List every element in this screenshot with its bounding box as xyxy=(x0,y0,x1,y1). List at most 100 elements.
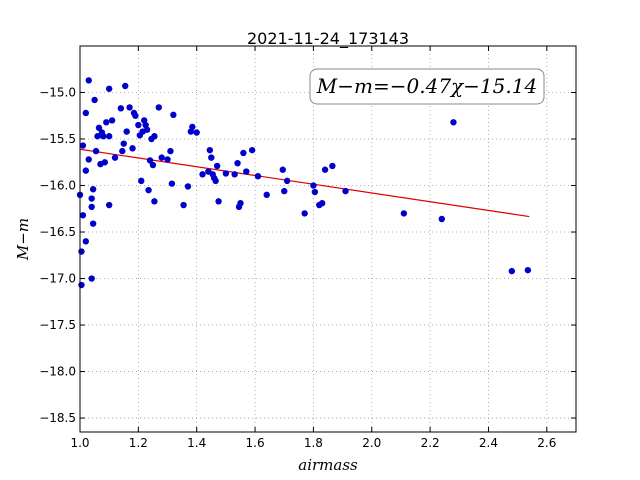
data-point xyxy=(321,166,329,173)
data-point xyxy=(208,154,215,161)
fit-annotation-box: M−m=−0.47χ−15.14 xyxy=(309,68,545,105)
x-tick-label: 1.6 xyxy=(246,436,265,450)
data-point xyxy=(243,168,250,175)
data-point xyxy=(234,159,241,167)
y-axis-label: M−m xyxy=(14,218,32,261)
y-tick-label: −16.5 xyxy=(39,225,76,239)
data-point xyxy=(143,126,151,133)
x-tick-label: 2.0 xyxy=(362,436,381,450)
data-point xyxy=(215,198,222,205)
data-point xyxy=(95,124,103,132)
data-point xyxy=(126,104,133,111)
data-point xyxy=(281,187,288,195)
data-point xyxy=(103,119,110,126)
y-tick-label: −15.0 xyxy=(39,86,76,100)
data-point xyxy=(342,187,349,195)
data-point xyxy=(167,147,174,155)
fit-line xyxy=(79,148,530,218)
data-point xyxy=(78,248,85,255)
x-tick-label: 2.6 xyxy=(537,436,556,450)
data-point xyxy=(129,145,136,152)
data-point xyxy=(151,198,158,205)
data-point xyxy=(213,162,221,170)
data-point xyxy=(155,104,162,111)
data-point xyxy=(82,109,90,117)
data-point xyxy=(240,149,247,157)
data-point xyxy=(438,215,445,223)
data-point xyxy=(189,123,196,131)
data-point xyxy=(164,156,171,163)
data-point xyxy=(117,105,125,112)
x-tick-label: 2.4 xyxy=(479,436,498,450)
data-point xyxy=(184,183,192,190)
fit-line-group xyxy=(79,148,530,218)
data-point xyxy=(158,154,165,161)
data-points xyxy=(76,77,532,289)
data-point xyxy=(301,210,308,217)
y-tick-label: −16.0 xyxy=(39,179,76,193)
data-point xyxy=(135,121,142,129)
x-tick-label: 1.0 xyxy=(70,436,89,450)
data-point xyxy=(237,199,244,207)
y-tick-labels: −15.0 −15.5 −16.0 −16.5 −17.0 −17.5 −18.0 −18.5 xyxy=(39,86,76,426)
data-point xyxy=(79,142,87,149)
data-point xyxy=(108,117,116,124)
data-point xyxy=(94,133,101,140)
data-point xyxy=(206,146,214,154)
y-tick-label: −18.0 xyxy=(39,365,76,379)
data-point xyxy=(400,210,408,217)
data-point xyxy=(263,191,270,199)
x-tick-label: 1.4 xyxy=(187,436,206,450)
data-point xyxy=(88,195,95,202)
x-tick-labels: 1.0 1.2 1.4 1.6 1.8 2.0 2.2 2.4 2.6 xyxy=(70,436,556,450)
data-point xyxy=(89,186,97,193)
chart-title: 2021-11-24_173143 xyxy=(247,29,409,49)
x-tick-label: 2.2 xyxy=(421,436,440,450)
data-point xyxy=(151,133,158,140)
data-point xyxy=(279,166,286,173)
data-point xyxy=(82,238,90,245)
data-point xyxy=(85,77,92,84)
data-point xyxy=(168,180,176,187)
data-point xyxy=(79,212,87,219)
data-point xyxy=(254,173,262,180)
data-point xyxy=(231,171,238,178)
data-point xyxy=(248,146,256,154)
x-tick-label: 1.8 xyxy=(304,436,323,450)
data-point xyxy=(170,111,177,119)
annotation-frame xyxy=(309,68,545,105)
x-axis-label: airmass xyxy=(298,456,358,474)
data-point xyxy=(145,186,152,194)
data-point xyxy=(132,112,139,119)
data-point xyxy=(222,170,230,177)
data-point xyxy=(524,266,532,274)
fit-equation: M−m=−0.47χ−15.14 xyxy=(316,74,537,98)
data-point xyxy=(283,177,291,185)
data-point xyxy=(91,96,98,104)
data-point xyxy=(122,82,129,90)
data-point xyxy=(100,133,107,140)
data-point xyxy=(111,154,119,161)
data-point xyxy=(89,220,97,227)
y-tick-label: −18.5 xyxy=(39,411,76,425)
plot-area-frame xyxy=(79,45,577,433)
data-point xyxy=(105,201,113,209)
data-point xyxy=(149,161,157,169)
data-point xyxy=(105,85,113,92)
data-point xyxy=(123,128,130,135)
axis-ticks xyxy=(79,46,576,432)
data-point xyxy=(88,275,95,282)
y-tick-label: −17.0 xyxy=(39,272,76,286)
data-point xyxy=(120,140,127,147)
data-point xyxy=(78,281,85,289)
data-point xyxy=(105,133,113,140)
data-point xyxy=(92,147,100,155)
data-point xyxy=(311,188,319,196)
data-point xyxy=(82,167,90,174)
data-point xyxy=(85,156,92,163)
x-tick-label: 1.2 xyxy=(129,436,148,450)
data-point xyxy=(318,199,326,207)
data-point xyxy=(180,201,187,209)
data-point xyxy=(199,171,206,178)
